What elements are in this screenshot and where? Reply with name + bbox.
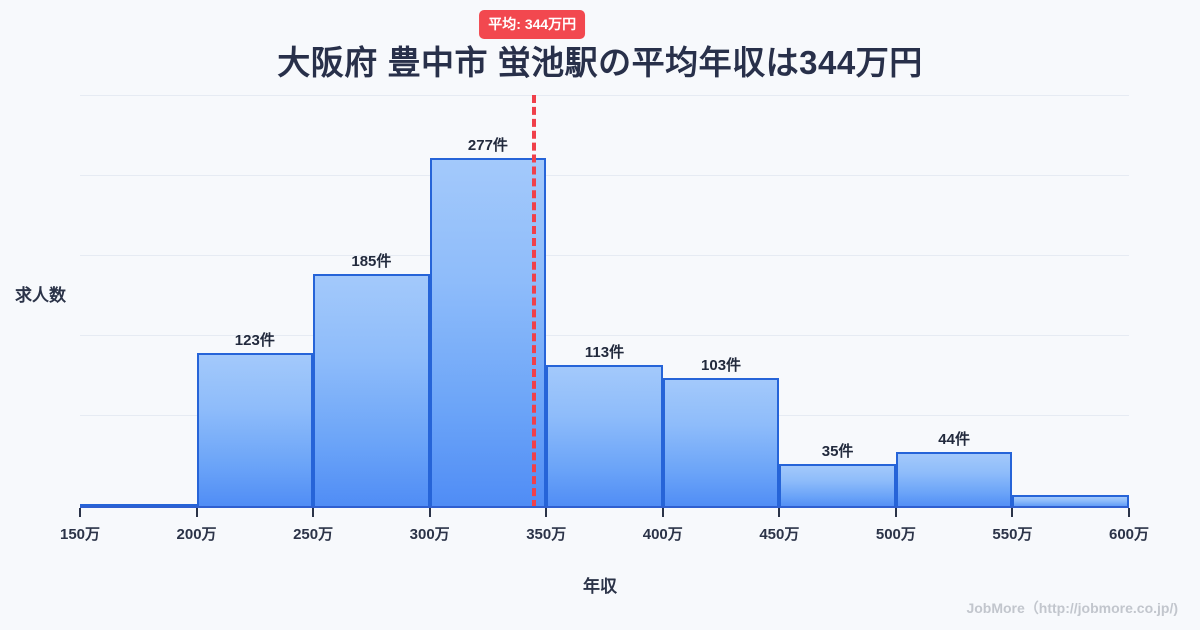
footer-credit: JobMore（http://jobmore.co.jp/) [966, 600, 1178, 616]
x-axis-label: 550万 [992, 526, 1033, 543]
x-axis-tick [1128, 508, 1130, 517]
x-axis-label: 500万 [875, 526, 916, 543]
y-axis-title: 求人数 [15, 286, 66, 305]
x-axis-tick [545, 508, 548, 517]
x-axis-tick [1011, 508, 1014, 517]
chart-title: 大阪府 豊中市 蛍池駅の平均年収は344万円 [277, 44, 923, 81]
gridline [80, 335, 1129, 336]
bar-value-label: 44件 [938, 431, 970, 449]
bar[interactable]: 277件 [429, 137, 547, 508]
x-axis-label: 350万 [526, 526, 567, 543]
bar[interactable]: 35件 [779, 443, 896, 508]
bar[interactable] [1012, 495, 1129, 508]
gridline [80, 175, 1129, 176]
x-axis-label: 450万 [759, 526, 800, 543]
bar-value-label: 277件 [467, 137, 508, 155]
x-axis-label: 400万 [642, 526, 683, 543]
bar[interactable]: 44件 [895, 431, 1013, 508]
x-axis-label: 250万 [293, 526, 334, 543]
bar-value-label: 185件 [351, 253, 392, 271]
x-axis-tick [79, 508, 81, 517]
x-axis-label: 300万 [409, 526, 450, 543]
x-axis-baseline [80, 506, 1129, 508]
x-axis-label: 200万 [176, 526, 217, 543]
x-axis-title: 年収 [583, 577, 617, 596]
bar-value-label: 113件 [584, 344, 625, 362]
bar[interactable]: 103件 [662, 357, 780, 508]
average-badge: 平均: 344万円 [479, 10, 586, 39]
x-axis-tick [312, 508, 315, 517]
bar-value-label: 103件 [701, 356, 742, 374]
bar[interactable]: 185件 [313, 253, 430, 508]
x-axis-tick [778, 508, 781, 517]
x-axis-label: 600万 [1108, 526, 1150, 543]
plot-area: 123件 185件 277件 113件 103件 35件 44件 平均: 344万円 [80, 10, 1129, 508]
x-axis-tick [661, 508, 664, 517]
bar-value-label: 123件 [234, 331, 275, 349]
bar[interactable]: 123件 [196, 332, 314, 508]
gridline [80, 95, 1129, 96]
x-axis-tick [195, 508, 198, 517]
bar-value-label: 35件 [821, 442, 854, 460]
x-axis-tick [428, 508, 431, 517]
gridline [80, 255, 1129, 256]
bar[interactable]: 113件 [546, 344, 663, 508]
average-dashed-line [532, 95, 537, 508]
x-axis-tick [894, 508, 897, 517]
x-axis-label: 150万 [59, 526, 101, 543]
